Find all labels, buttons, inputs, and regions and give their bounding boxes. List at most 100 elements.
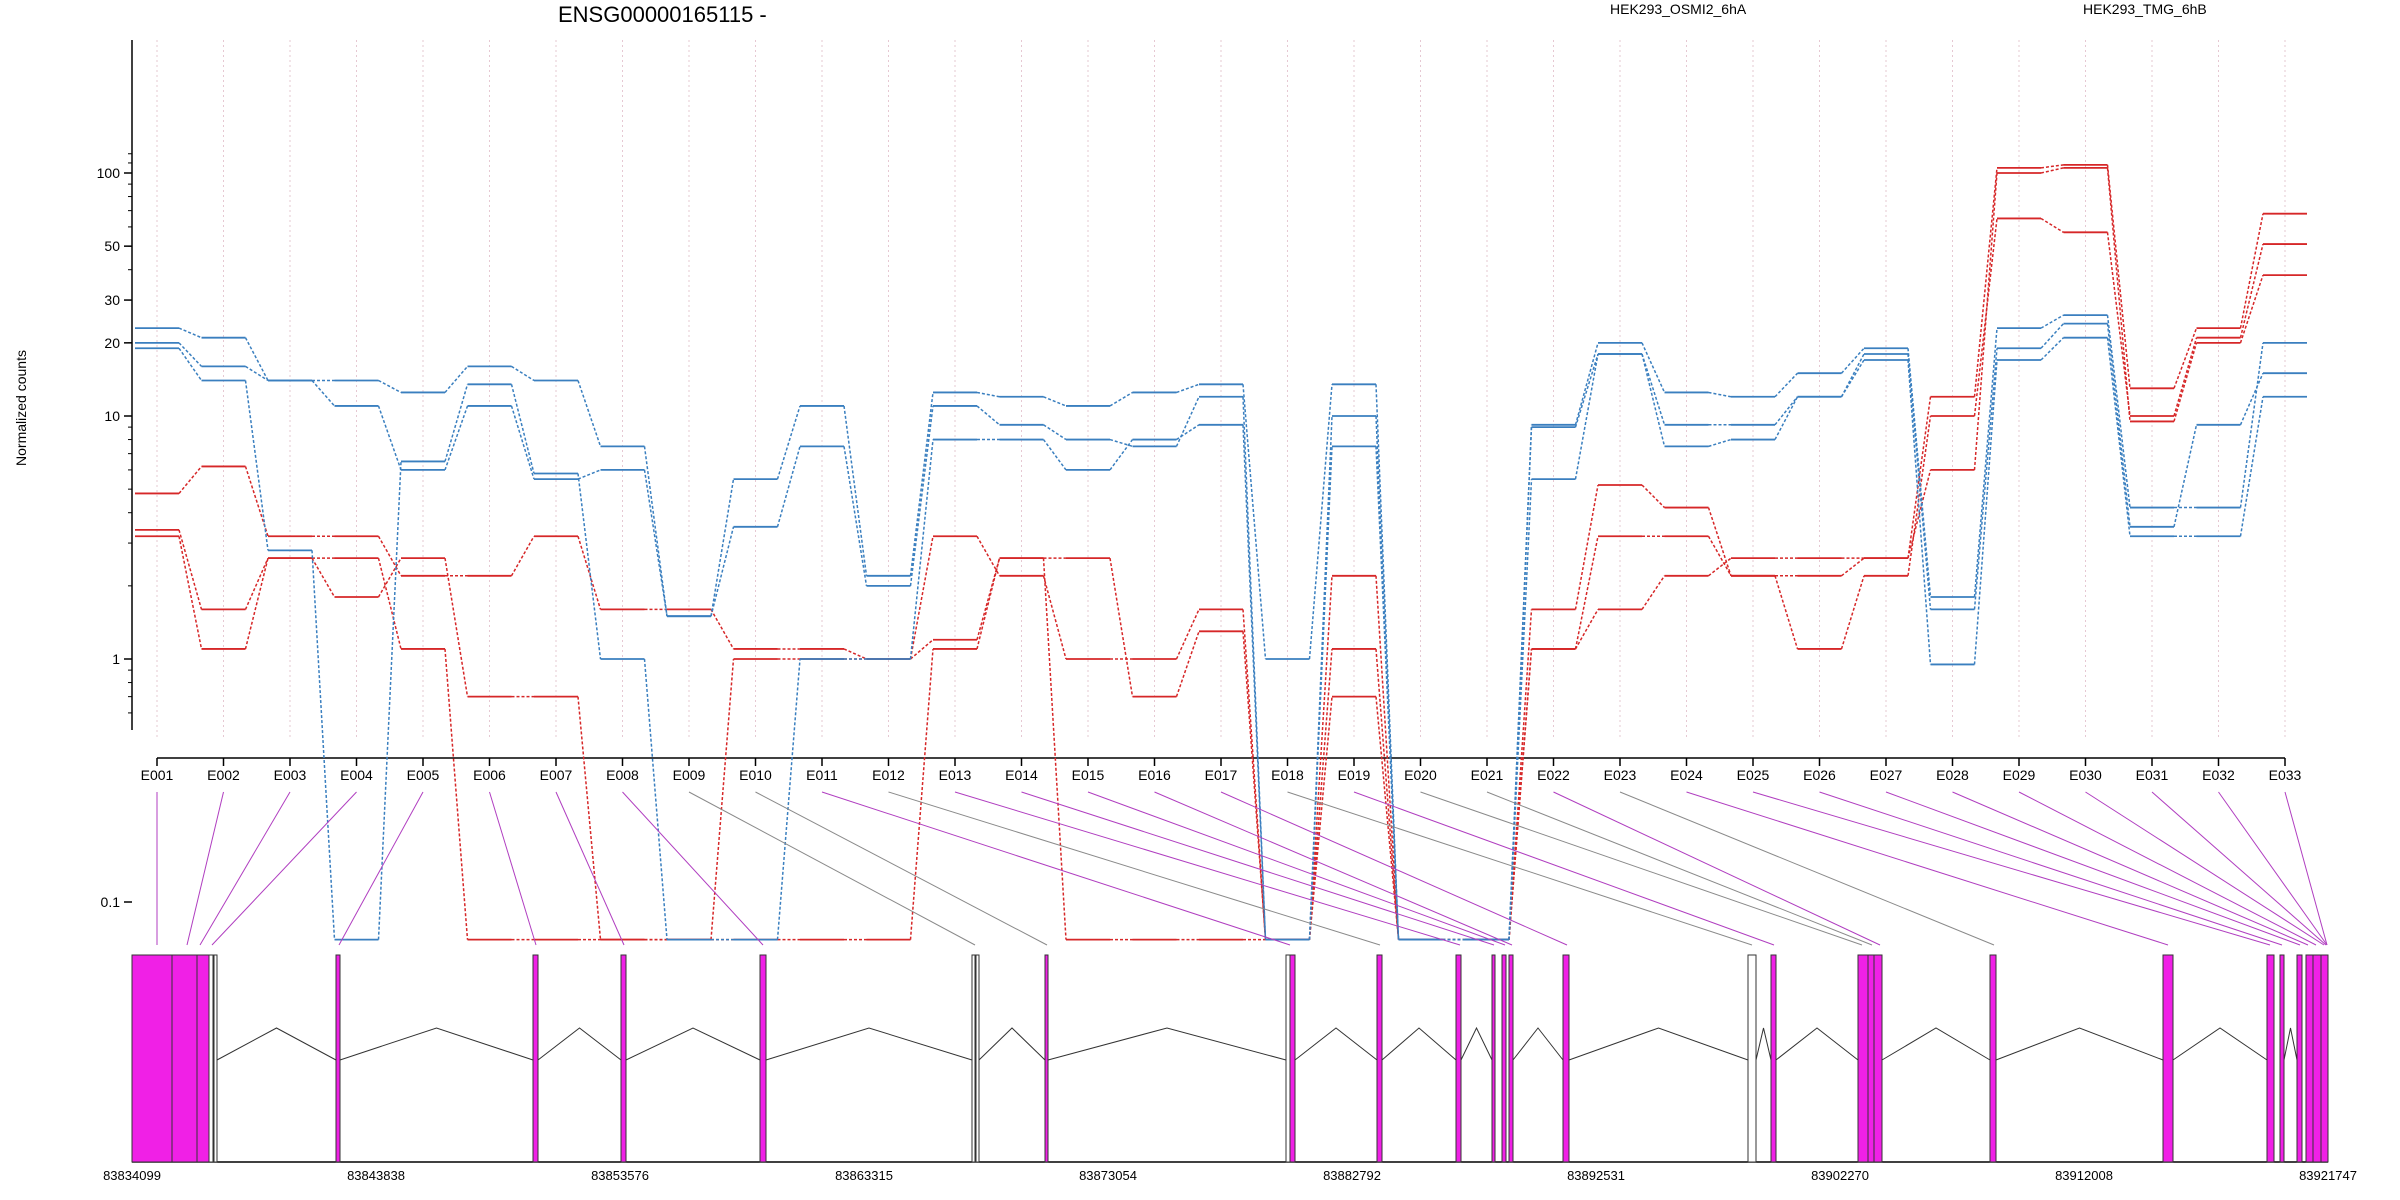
exon-block	[1044, 954, 1049, 1163]
transition-line	[377, 557, 402, 650]
transition-line	[1175, 609, 1200, 660]
genome-coordinate-label: 83834099	[103, 1168, 161, 1183]
connector-e004	[211, 791, 357, 946]
transition-line	[710, 609, 735, 650]
transition-line	[178, 465, 203, 494]
transition-line	[710, 526, 735, 617]
transition-line	[377, 405, 402, 471]
transition-line	[1242, 384, 1267, 660]
x-tick-label-e009: E009	[673, 767, 706, 783]
x-tick-label-e024: E024	[1670, 767, 1703, 783]
genome-coordinate-label: 83882792	[1323, 1168, 1381, 1183]
transition-line	[510, 535, 535, 577]
transition-line	[843, 446, 868, 586]
connector-e022	[1553, 791, 1881, 946]
transition-line	[909, 536, 934, 660]
intron-line	[1755, 1027, 1772, 1061]
transition-line	[2239, 372, 2264, 426]
transition-line	[1574, 609, 1599, 650]
y-tick-label: 10	[104, 408, 120, 424]
transition-line	[1242, 631, 1267, 940]
exon-gridlines	[156, 40, 2286, 738]
connector-e017	[1220, 791, 1568, 946]
transition-line	[1641, 342, 1666, 393]
intron-line	[1381, 1027, 1457, 1061]
transition-line	[643, 469, 668, 617]
transition-line	[1641, 484, 1666, 509]
transition-line	[710, 658, 735, 940]
transition-line	[2239, 396, 2264, 537]
x-tick-label-e020: E020	[1404, 767, 1437, 783]
connector-e006	[489, 791, 537, 946]
connector-e015	[1087, 791, 1506, 946]
y-tick-label: 30	[104, 292, 120, 308]
connector-e005	[338, 791, 424, 946]
transition-line	[244, 557, 269, 610]
transition-line	[1242, 396, 1267, 940]
intron-line	[1568, 1027, 1749, 1061]
x-tick-label-e001: E001	[141, 767, 174, 783]
transition-line	[1907, 469, 1932, 559]
exon-block	[2162, 954, 2174, 1163]
transition-line	[1973, 218, 1998, 417]
transition-line	[178, 529, 203, 610]
transition-line	[1907, 353, 1932, 610]
gene-model-track: 83834099 83843838 83853576 83863315 83873054…	[103, 954, 2357, 1183]
transition-line	[2040, 217, 2064, 233]
connector-e026	[1819, 791, 2283, 946]
transition-line	[1042, 558, 1067, 940]
transition-line	[311, 557, 336, 598]
transition-line	[1840, 353, 1865, 398]
transition-line	[909, 439, 934, 660]
transition-line	[377, 557, 402, 598]
transition-line	[1907, 415, 1932, 576]
transition-line	[244, 557, 269, 650]
transition-line	[1707, 535, 1732, 577]
chart-axes: 0.1 1 10 20 30 50 100 E001 E002 E003 E004 E005 E006 E…	[97, 40, 2302, 910]
exon-block	[1747, 954, 1757, 1163]
legend-entry-osmi2: HEK293_OSMI2_6hA	[1610, 1, 1747, 17]
exon-block	[2266, 954, 2275, 1163]
transition-line	[776, 658, 801, 940]
exon-block	[532, 954, 539, 1163]
transition-line	[909, 648, 934, 940]
exon-block	[1376, 954, 1383, 1163]
genome-coordinate-label: 83921747	[2299, 1168, 2357, 1183]
intron-line	[978, 1027, 1046, 1061]
transition-line	[1508, 648, 1533, 940]
genome-coordinate-label: 83873054	[1079, 1168, 1137, 1183]
transition-line	[1375, 415, 1400, 940]
transition-line	[1375, 575, 1400, 940]
genome-coordinate-label: 83863315	[835, 1168, 893, 1183]
transition-line	[976, 405, 1000, 426]
transition-line	[510, 405, 535, 480]
transition-line	[510, 384, 535, 474]
exon-block	[1989, 954, 1997, 1163]
connector-e013	[954, 791, 1461, 946]
transition-line	[178, 347, 203, 381]
transition-line	[444, 648, 469, 940]
transition-line	[1574, 342, 1599, 425]
transition-line	[2106, 167, 2131, 422]
exon-block	[2305, 954, 2314, 1163]
x-tick-label-e023: E023	[1604, 767, 1637, 783]
exon-block	[196, 954, 210, 1163]
transition-line	[2106, 164, 2131, 389]
transition-line	[1574, 353, 1599, 480]
transition-line	[311, 550, 336, 940]
intron-line	[1881, 1027, 1991, 1061]
transition-line	[1574, 536, 1599, 650]
transition-line	[377, 535, 402, 577]
transition-line	[1242, 424, 1267, 940]
transition-line	[1641, 575, 1666, 610]
transition-line	[245, 365, 269, 382]
exon-block	[1867, 954, 1875, 1163]
x-tick-label-e028: E028	[1936, 767, 1969, 783]
transition-line	[1973, 359, 1998, 665]
x-tick-label-e010: E010	[739, 767, 772, 783]
transition-line	[244, 380, 269, 551]
transition-line	[909, 405, 934, 586]
transition-line	[1907, 359, 1932, 665]
x-tick-label-e030: E030	[2069, 767, 2102, 783]
